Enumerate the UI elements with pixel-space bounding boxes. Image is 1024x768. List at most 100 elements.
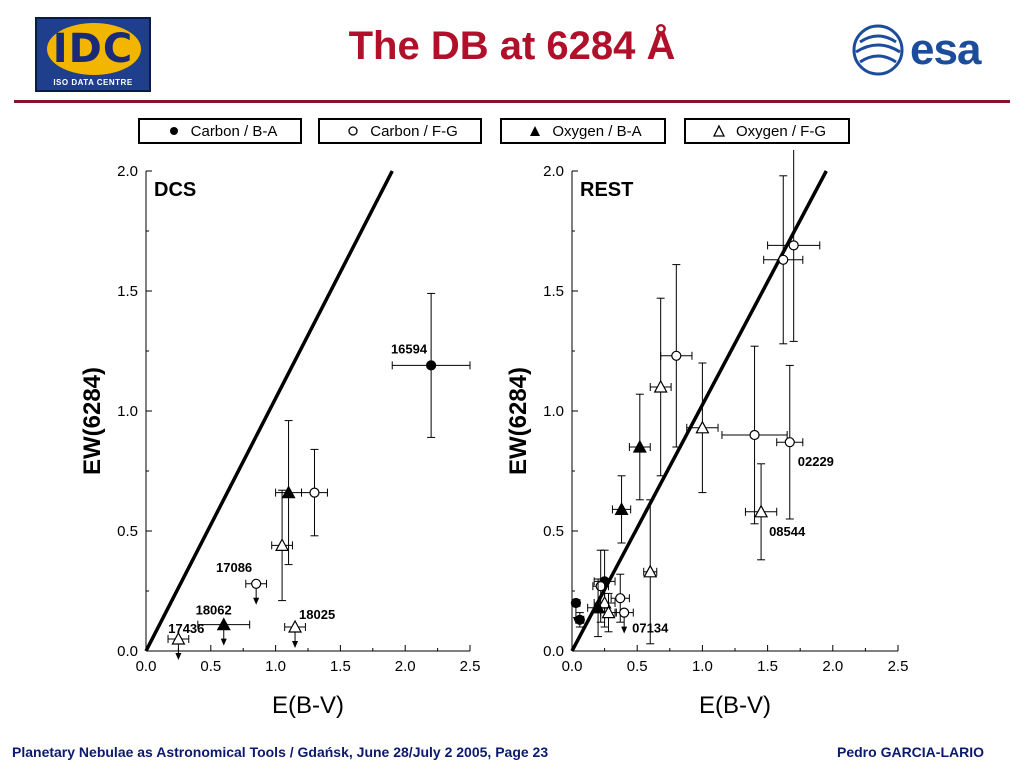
data-point: [275, 420, 303, 566]
y-axis-label: EW(6284): [505, 367, 532, 475]
open-circle-marker: [251, 578, 262, 589]
open-circle-marker: [671, 350, 682, 361]
filled-triangle-marker: [281, 485, 296, 499]
open-triangle-marker: [275, 538, 290, 551]
open-triangle-marker: [171, 631, 186, 645]
data-point: [643, 499, 658, 645]
data-point: [660, 264, 693, 448]
chart-panel-rest: 0.0 0.5 1.0 1.5 2.0 2.5 0.0 0.5 1.0 1.5 2.0 E(B-V) E…: [505, 150, 908, 719]
filled-circle-marker: [426, 360, 437, 371]
x-axis-label: E(B-V): [699, 692, 771, 719]
open-circle-marker: [749, 429, 760, 441]
open-triangle-marker: [601, 605, 616, 619]
x-tick-label: 1.5: [330, 658, 351, 675]
x-tick-label: 0.0: [562, 658, 583, 675]
x-tick-label: 2.0: [822, 658, 843, 675]
footer-citation: Planetary Nebulae as Astronomical Tools …: [12, 744, 549, 760]
open-circle-marker: [788, 240, 799, 251]
open-circle-marker: [619, 607, 630, 618]
idc-logo-subtext: ISO DATA CENTRE: [53, 78, 133, 87]
legend-label: Oxygen / F-G: [735, 122, 827, 140]
open-circle-marker: [778, 254, 789, 265]
y-tick-label: 0.0: [117, 643, 138, 660]
legend-label: Carbon / B-A: [190, 122, 278, 140]
panel-label: DCS: [154, 179, 196, 201]
open-triangle-marker: [288, 619, 303, 633]
x-tick-label: 1.0: [265, 658, 286, 675]
open-triangle-marker: [653, 379, 668, 393]
data-point: [649, 297, 672, 477]
idc-logo-icon: IDC ISO DATA CENTRE: [35, 17, 151, 92]
data-point: 17436: [167, 621, 204, 660]
data-point: [767, 150, 821, 342]
open-circle-icon: [348, 126, 358, 136]
filled-triangle-marker: [632, 439, 647, 453]
esa-logo-text: esa: [910, 25, 981, 74]
data-point: [628, 393, 651, 501]
data-point: [271, 489, 293, 602]
legend-item-carbon-fg: Carbon / F-G: [318, 118, 482, 144]
x-axis-label: E(B-V): [272, 692, 344, 719]
filled-triangle-icon: [530, 126, 541, 136]
legend-label: Carbon / F-G: [370, 122, 458, 140]
chart-panel-dcs: 0.0 0.5 1.0 1.5 2.0 2.5 0.0 0.5 1.0 1.5 2.0 E(B-V) E…: [79, 163, 480, 719]
open-circle-marker: [784, 437, 795, 448]
point-label: 17436: [168, 621, 204, 636]
upper-limit-arrowhead: [621, 626, 628, 634]
data-point: [610, 573, 630, 623]
y-tick-label: 1.0: [543, 403, 564, 420]
upper-limit-arrowhead: [253, 597, 260, 605]
y-tick-label: 2.0: [117, 163, 138, 180]
x-tick-label: 0.5: [200, 658, 221, 675]
upper-limit-arrowhead: [220, 638, 227, 646]
legend-label: Oxygen / B-A: [552, 122, 642, 140]
open-triangle-marker: [754, 504, 769, 518]
filled-triangle-marker: [216, 617, 231, 631]
y-tick-label: 1.0: [117, 403, 138, 420]
page-title: The DB at 6284 Å: [348, 24, 676, 68]
x-tick-label: 2.0: [395, 658, 416, 675]
data-point: [721, 345, 788, 525]
open-triangle-marker: [643, 564, 658, 578]
fit-line: [144, 170, 394, 652]
data-point: [574, 612, 585, 628]
data-point: 18025: [284, 607, 335, 648]
footer-author: Pedro GARCIA-LARIO: [837, 744, 984, 760]
point-label: 17086: [216, 560, 252, 575]
x-tick-label: 0.5: [627, 658, 648, 675]
esa-globe-icon: [852, 24, 904, 76]
legend-item-oxygen-ba: Oxygen / B-A: [500, 118, 666, 144]
charts-area: 0.0 0.5 1.0 1.5 2.0 2.5 0.0 0.5 1.0 1.5 2.0 E(B-V) E…: [79, 150, 908, 719]
data-point: [611, 475, 632, 544]
data-point: [686, 362, 719, 494]
legend-item-carbon-ba: Carbon / B-A: [138, 118, 302, 144]
y-tick-label: 1.5: [543, 283, 564, 300]
filled-circle-marker: [570, 597, 582, 609]
open-triangle-icon: [712, 124, 726, 137]
upper-limit-arrowhead: [292, 641, 299, 648]
x-tick-label: 0.0: [136, 658, 157, 675]
filled-circle-marker: [574, 614, 585, 625]
open-triangle-marker: [695, 420, 710, 434]
y-tick-label: 0.0: [543, 643, 564, 660]
idc-logo-text: IDC: [52, 26, 134, 72]
point-label: 16594: [391, 341, 428, 356]
data-point: [763, 175, 804, 345]
open-circle-marker: [615, 593, 626, 604]
data-point: 02229: [776, 364, 834, 520]
header-divider: [14, 100, 1010, 103]
filled-triangle-marker: [614, 502, 629, 515]
open-circle-marker: [309, 487, 320, 498]
x-tick-label: 2.5: [888, 658, 909, 675]
y-tick-label: 1.5: [117, 283, 138, 300]
panel-label: REST: [580, 179, 633, 201]
point-label: 02229: [798, 454, 834, 469]
legend-item-oxygen-fg: Oxygen / F-G: [684, 118, 850, 144]
data-point: 08544: [744, 463, 806, 561]
chart-legend: Carbon / B-A Carbon / F-G Oxygen / B-A O…: [0, 116, 1024, 150]
data-point: 16594: [391, 292, 471, 438]
y-tick-label: 2.0: [543, 163, 564, 180]
filled-circle-icon: [169, 127, 178, 135]
point-label: 08544: [769, 524, 806, 539]
esa-logo-icon: esa: [850, 22, 1000, 80]
